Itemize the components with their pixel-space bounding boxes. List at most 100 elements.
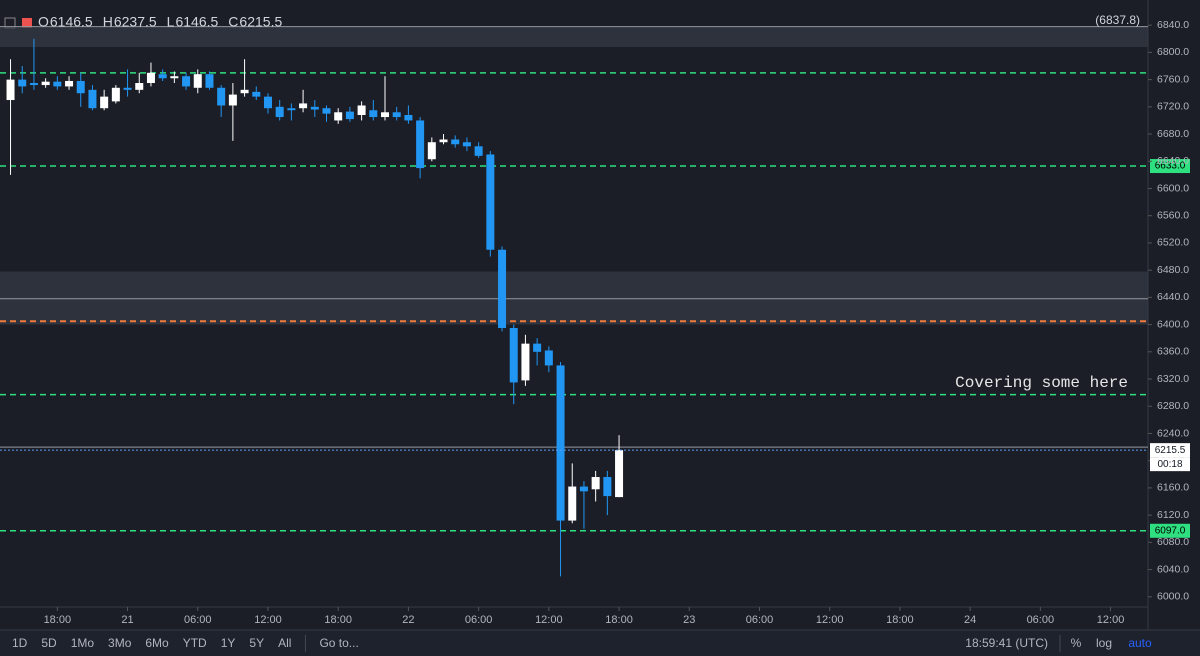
candle-body bbox=[299, 103, 308, 109]
price-tag bbox=[1150, 523, 1190, 538]
candle-body bbox=[533, 343, 542, 352]
candle-body bbox=[228, 94, 237, 106]
scale-button[interactable]: auto bbox=[1128, 636, 1152, 650]
y-tick-label: 6080.0 bbox=[1157, 536, 1189, 548]
candle-body bbox=[158, 74, 167, 79]
candle-body bbox=[18, 79, 27, 87]
symbol-icon bbox=[22, 18, 32, 28]
candle-body bbox=[615, 450, 624, 498]
candle-body bbox=[427, 142, 436, 160]
zone bbox=[0, 26, 1148, 47]
candle-body bbox=[275, 106, 284, 118]
x-tick-label: 21 bbox=[121, 614, 133, 626]
candle-body bbox=[462, 142, 471, 147]
candle-body bbox=[6, 79, 15, 101]
current-price-tag bbox=[1150, 443, 1190, 458]
price-tag-label: 6633.0 bbox=[1155, 161, 1186, 172]
level-label: (6837.8) bbox=[1095, 13, 1140, 27]
y-tick-label: 6000.0 bbox=[1157, 591, 1189, 603]
x-tick-label: 18:00 bbox=[886, 614, 914, 626]
candle-body bbox=[217, 87, 226, 106]
candle-body bbox=[76, 80, 85, 94]
ohlc-value: 6146.5 bbox=[50, 14, 93, 30]
scale-button[interactable]: log bbox=[1096, 636, 1112, 650]
y-tick-label: 6680.0 bbox=[1157, 128, 1189, 140]
candle-body bbox=[591, 477, 600, 490]
y-tick-label: 6160.0 bbox=[1157, 482, 1189, 494]
x-tick-label: 12:00 bbox=[1097, 614, 1125, 626]
candle-body bbox=[100, 96, 109, 109]
y-tick-label: 6240.0 bbox=[1157, 427, 1189, 439]
range-button[interactable]: All bbox=[278, 636, 291, 650]
candle-body bbox=[544, 350, 553, 366]
candle-body bbox=[404, 115, 413, 121]
candle-body bbox=[310, 106, 319, 110]
range-button[interactable]: 5Y bbox=[249, 636, 264, 650]
candle-body bbox=[603, 477, 612, 497]
x-tick-label: 23 bbox=[683, 614, 695, 626]
candle-body bbox=[521, 343, 530, 381]
candle-body bbox=[65, 80, 74, 87]
candle-body bbox=[381, 112, 390, 118]
candle-body bbox=[135, 83, 144, 90]
x-tick-label: 06:00 bbox=[184, 614, 212, 626]
candle-body bbox=[345, 111, 354, 120]
candle-body bbox=[41, 81, 50, 86]
x-tick-label: 24 bbox=[964, 614, 976, 626]
range-button[interactable]: 3Mo bbox=[108, 636, 132, 650]
range-button[interactable]: 6Mo bbox=[145, 636, 169, 650]
x-tick-label: 18:00 bbox=[44, 614, 72, 626]
zone bbox=[0, 271, 1148, 325]
candle-body bbox=[88, 89, 97, 109]
candle-body bbox=[568, 486, 577, 521]
range-button[interactable]: 1Y bbox=[221, 636, 236, 650]
y-tick-label: 6600.0 bbox=[1157, 182, 1189, 194]
ohlc-key: L bbox=[167, 14, 175, 30]
scale-button[interactable]: % bbox=[1071, 636, 1082, 650]
candle-body bbox=[416, 120, 425, 169]
y-tick-label: 6640.0 bbox=[1157, 155, 1189, 167]
x-tick-label: 18:00 bbox=[605, 614, 633, 626]
y-tick-label: 6360.0 bbox=[1157, 346, 1189, 358]
candle-body bbox=[123, 87, 132, 90]
candle-body bbox=[240, 89, 249, 94]
x-tick-label: 06:00 bbox=[1027, 614, 1055, 626]
y-tick-label: 6840.0 bbox=[1157, 19, 1189, 31]
x-tick-label: 12:00 bbox=[816, 614, 844, 626]
candle-body bbox=[498, 249, 507, 328]
candle-body bbox=[474, 146, 483, 156]
ohlc-value: 6237.5 bbox=[114, 14, 157, 30]
candle-body bbox=[193, 74, 202, 88]
toolbar-bg bbox=[0, 630, 1200, 656]
range-button[interactable]: 1Mo bbox=[71, 636, 95, 650]
candle-body bbox=[29, 83, 38, 86]
candle-body bbox=[509, 327, 518, 383]
y-tick-label: 6760.0 bbox=[1157, 73, 1189, 85]
range-button[interactable]: YTD bbox=[183, 636, 207, 650]
ohlc-key: H bbox=[103, 14, 113, 30]
ohlc-key: C bbox=[228, 14, 238, 30]
candle-body bbox=[170, 76, 179, 79]
candle-body bbox=[322, 108, 331, 114]
x-tick-label: 12:00 bbox=[254, 614, 282, 626]
range-button[interactable]: 5D bbox=[41, 636, 57, 650]
candle-body bbox=[146, 72, 155, 84]
x-tick-label: 18:00 bbox=[324, 614, 352, 626]
range-button[interactable]: 1D bbox=[12, 636, 28, 650]
goto-button[interactable]: Go to... bbox=[319, 636, 358, 650]
candle-body bbox=[287, 108, 296, 111]
candle-body bbox=[451, 139, 460, 145]
price-tag-label: 6097.0 bbox=[1155, 525, 1186, 536]
x-tick-label: 06:00 bbox=[746, 614, 774, 626]
candle-body bbox=[205, 74, 214, 88]
y-tick-label: 6800.0 bbox=[1157, 46, 1189, 58]
y-tick-label: 6120.0 bbox=[1157, 509, 1189, 521]
candle-body bbox=[579, 486, 588, 492]
clock: 18:59:41 (UTC) bbox=[965, 636, 1048, 650]
current-price-label: 6215.5 bbox=[1155, 445, 1186, 456]
y-tick-label: 6560.0 bbox=[1157, 209, 1189, 221]
candle-body bbox=[369, 110, 378, 118]
candle-body bbox=[357, 105, 366, 116]
